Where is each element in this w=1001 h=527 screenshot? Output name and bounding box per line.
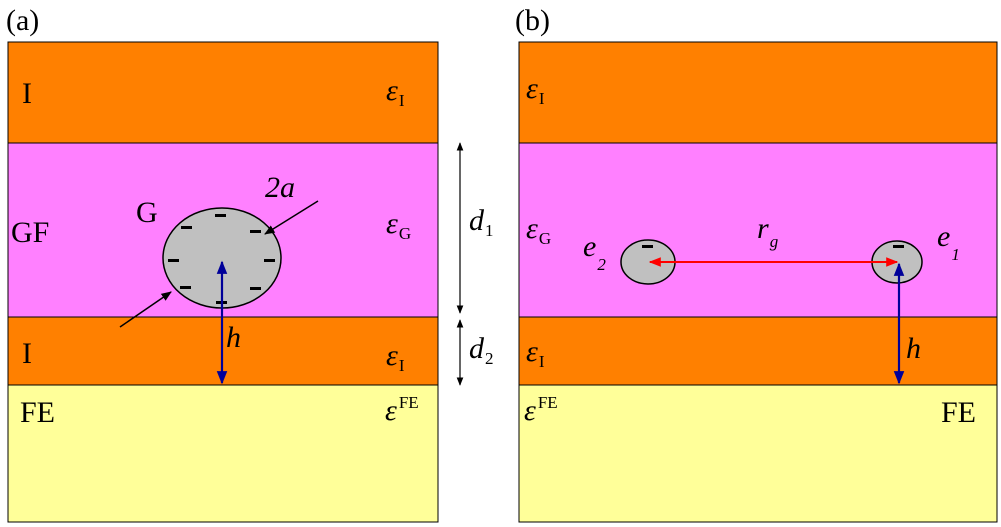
electron-right-label: e1 [937, 220, 960, 264]
diameter-label: 2a [265, 171, 295, 204]
permittivity-middle: εG [386, 207, 411, 243]
dimension-label-d1: d1 [469, 204, 494, 240]
permittivity-substrate: ε FE [385, 393, 419, 427]
permittivity-bottom: εI [386, 339, 405, 375]
permittivity-top: εI [386, 74, 405, 110]
ferroelectric-substrate-b [518, 384, 998, 523]
layer-label-substrate-b: FE [941, 396, 976, 429]
graphene-film-layer-b [518, 142, 998, 318]
panel-a-tag: (a) [6, 4, 39, 37]
permittivity-bottom-b: εI [526, 335, 545, 371]
insulator-layer-top-b [518, 41, 998, 144]
insulator-layer-bottom-b [518, 316, 998, 386]
permittivity-substrate-b: ε FE [524, 393, 558, 427]
electron-left-label: e2 [583, 230, 606, 274]
layer-label-top: I [22, 77, 32, 110]
layer-label-substrate: FE [20, 396, 55, 429]
distance-label: rg [757, 212, 778, 251]
dimension-label-d2: d2 [469, 332, 494, 368]
particle-label: G [136, 196, 158, 229]
diameter-arrow-lower [119, 291, 172, 328]
height-label-a: h [226, 321, 241, 354]
layer-label-middle: GF [11, 216, 49, 249]
insulator-layer-top [7, 41, 439, 144]
permittivity-middle-b: εG [526, 212, 551, 248]
diameter-arrow-upper [264, 200, 319, 235]
panel-b: (b) εI εG εI ε FE FE e2 e1 rg h [515, 4, 998, 523]
ferroelectric-substrate [7, 384, 439, 523]
height-label-b: h [906, 332, 921, 365]
electron-right-charge [893, 245, 904, 248]
electron-left-charge [642, 245, 653, 248]
panel-b-tag: (b) [515, 4, 550, 37]
panel-a: (a) I GF I FE εI εG εI ε FE G 2a [6, 4, 494, 523]
permittivity-top-b: εI [526, 72, 545, 108]
layer-label-bottom: I [22, 337, 32, 370]
